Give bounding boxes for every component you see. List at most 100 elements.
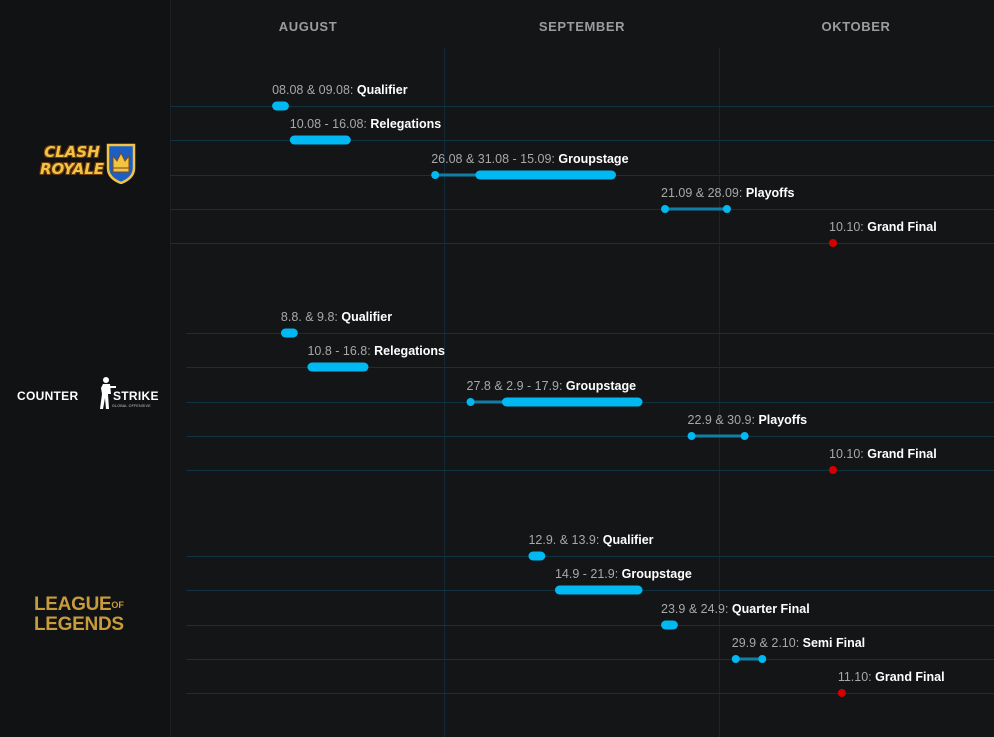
event-point-start: [731, 655, 740, 663]
event-point-end: [740, 432, 749, 440]
month-divider-2: [719, 48, 720, 737]
event-date: 10.08 - 16.08:: [289, 117, 371, 131]
of-wordmark: OF: [111, 600, 124, 610]
event-name: Playoffs: [745, 186, 795, 200]
row-gridline: [170, 106, 994, 107]
event-name: Relegations: [374, 344, 446, 358]
event-label: 08.08 & 09.08: Qualifier: [272, 83, 408, 97]
legends-wordmark: LEGENDS: [34, 614, 124, 635]
clash-royale-word-2: ROYALE: [39, 160, 105, 178]
event-date: 23.9 & 24.9:: [661, 602, 732, 616]
row-gridline: [170, 209, 994, 210]
counter-wordmark: COUNTER: [17, 389, 79, 403]
counter-strike-logo: COUNTER STRIKE GLOBAL OFFENSIVE: [16, 374, 159, 414]
event-bar: [554, 585, 643, 595]
row-gridline: [186, 436, 994, 437]
event-label: 27.8 & 2.9 - 17.9: Groupstage: [467, 379, 637, 393]
event-name: Quarter Final: [731, 602, 810, 616]
grand-final-dot: [829, 239, 837, 247]
event-date: 27.8 & 2.9 - 17.9:: [466, 379, 566, 393]
month-label-3: OKTOBER: [821, 19, 891, 34]
event-name: Playoffs: [758, 413, 808, 427]
event-point: [466, 398, 475, 406]
event-bar: [272, 101, 289, 111]
event-name: Grand Final: [867, 220, 937, 234]
event-bar: [289, 135, 351, 145]
event-label: 8.8. & 9.8: Qualifier: [281, 310, 392, 324]
event-name: Relegations: [370, 117, 442, 131]
event-label: 23.9 & 24.9: Quarter Final: [661, 602, 810, 616]
event-label: 12.9. & 13.9: Qualifier: [528, 533, 653, 547]
event-date: 10.10:: [829, 220, 868, 234]
event-name: Qualifier: [602, 533, 654, 547]
event-date: 26.08 & 31.08 - 15.09:: [431, 152, 559, 166]
clash-royale-logo: CLASH ROYALE: [32, 142, 140, 188]
month-label-2: SEPTEMBER: [538, 19, 626, 34]
event-label: 10.10: Grand Final: [829, 447, 937, 461]
game-logo-panel: CLASH ROYALE COUNTER STRIKE GLOBAL OFFEN…: [0, 0, 171, 737]
event-bar: [475, 170, 616, 180]
event-label: 26.08 & 31.08 - 15.09: Groupstage: [431, 152, 628, 166]
event-date: 11.10:: [837, 670, 876, 684]
event-name: Grand Final: [867, 447, 937, 461]
global-offensive-subtitle: GLOBAL OFFENSIVE: [112, 404, 151, 408]
lol-wordmark-line-1: LEAGUEOF: [34, 595, 124, 615]
event-name: Qualifier: [356, 83, 408, 97]
event-bar: [307, 362, 369, 372]
event-point-end: [758, 655, 767, 663]
event-label: 29.9 & 2.10: Semi Final: [732, 636, 865, 650]
league-wordmark: LEAGUE: [34, 594, 112, 615]
event-label: 10.8 - 16.8: Relegations: [307, 344, 445, 358]
event-label: 10.08 - 16.08: Relegations: [290, 117, 441, 131]
event-name: Groupstage: [558, 152, 629, 166]
event-label: 14.9 - 21.9: Groupstage: [555, 567, 692, 581]
row-gridline: [186, 693, 994, 694]
event-date: 22.9 & 30.9:: [687, 413, 759, 427]
event-name: Qualifier: [341, 310, 393, 324]
event-point-end: [722, 205, 731, 213]
event-date: 21.09 & 28.09:: [661, 186, 746, 200]
event-name: Grand Final: [875, 670, 945, 684]
event-date: 29.9 & 2.10:: [731, 636, 803, 650]
month-divider-1: [444, 48, 445, 737]
event-name: Groupstage: [565, 379, 637, 393]
event-bar: [280, 328, 298, 338]
row-gridline: [186, 625, 994, 626]
row-gridline: [186, 367, 994, 368]
soldier-icon: [100, 377, 116, 409]
event-date: 10.10:: [829, 447, 868, 461]
event-date: 10.8 - 16.8:: [307, 344, 375, 358]
event-label: 10.10: Grand Final: [829, 220, 937, 234]
row-gridline: [186, 556, 994, 557]
event-label: 22.9 & 30.9: Playoffs: [688, 413, 808, 427]
event-date: 12.9. & 13.9:: [528, 533, 603, 547]
month-label-1: AUGUST: [278, 19, 338, 34]
strike-wordmark: STRIKE: [113, 389, 159, 403]
grand-final-dot: [837, 689, 846, 697]
event-point: [431, 171, 440, 179]
event-name: Semi Final: [802, 636, 866, 650]
event-bar: [501, 397, 643, 407]
grand-final-dot: [829, 466, 837, 474]
clash-royale-wordmark: CLASH ROYALE: [32, 144, 112, 178]
row-gridline: [186, 470, 994, 471]
event-date: 8.8. & 9.8:: [280, 310, 342, 324]
event-label: 11.10: Grand Final: [838, 670, 945, 684]
event-name: Groupstage: [621, 567, 692, 581]
event-point-start: [687, 432, 696, 440]
league-of-legends-logo: LEAGUEOF LEGENDS: [34, 594, 142, 638]
event-date: 08.08 & 09.08:: [272, 83, 357, 97]
row-gridline: [170, 243, 994, 244]
event-point-start: [661, 205, 670, 213]
row-gridline: [186, 659, 994, 660]
crown-shield-icon: [106, 143, 136, 184]
event-bar: [528, 551, 546, 561]
event-bar: [661, 620, 678, 630]
clash-royale-word-1: CLASH: [44, 143, 100, 161]
row-gridline: [186, 333, 994, 334]
event-label: 21.09 & 28.09: Playoffs: [661, 186, 794, 200]
event-date: 14.9 - 21.9:: [554, 567, 622, 581]
row-gridline: [170, 140, 994, 141]
